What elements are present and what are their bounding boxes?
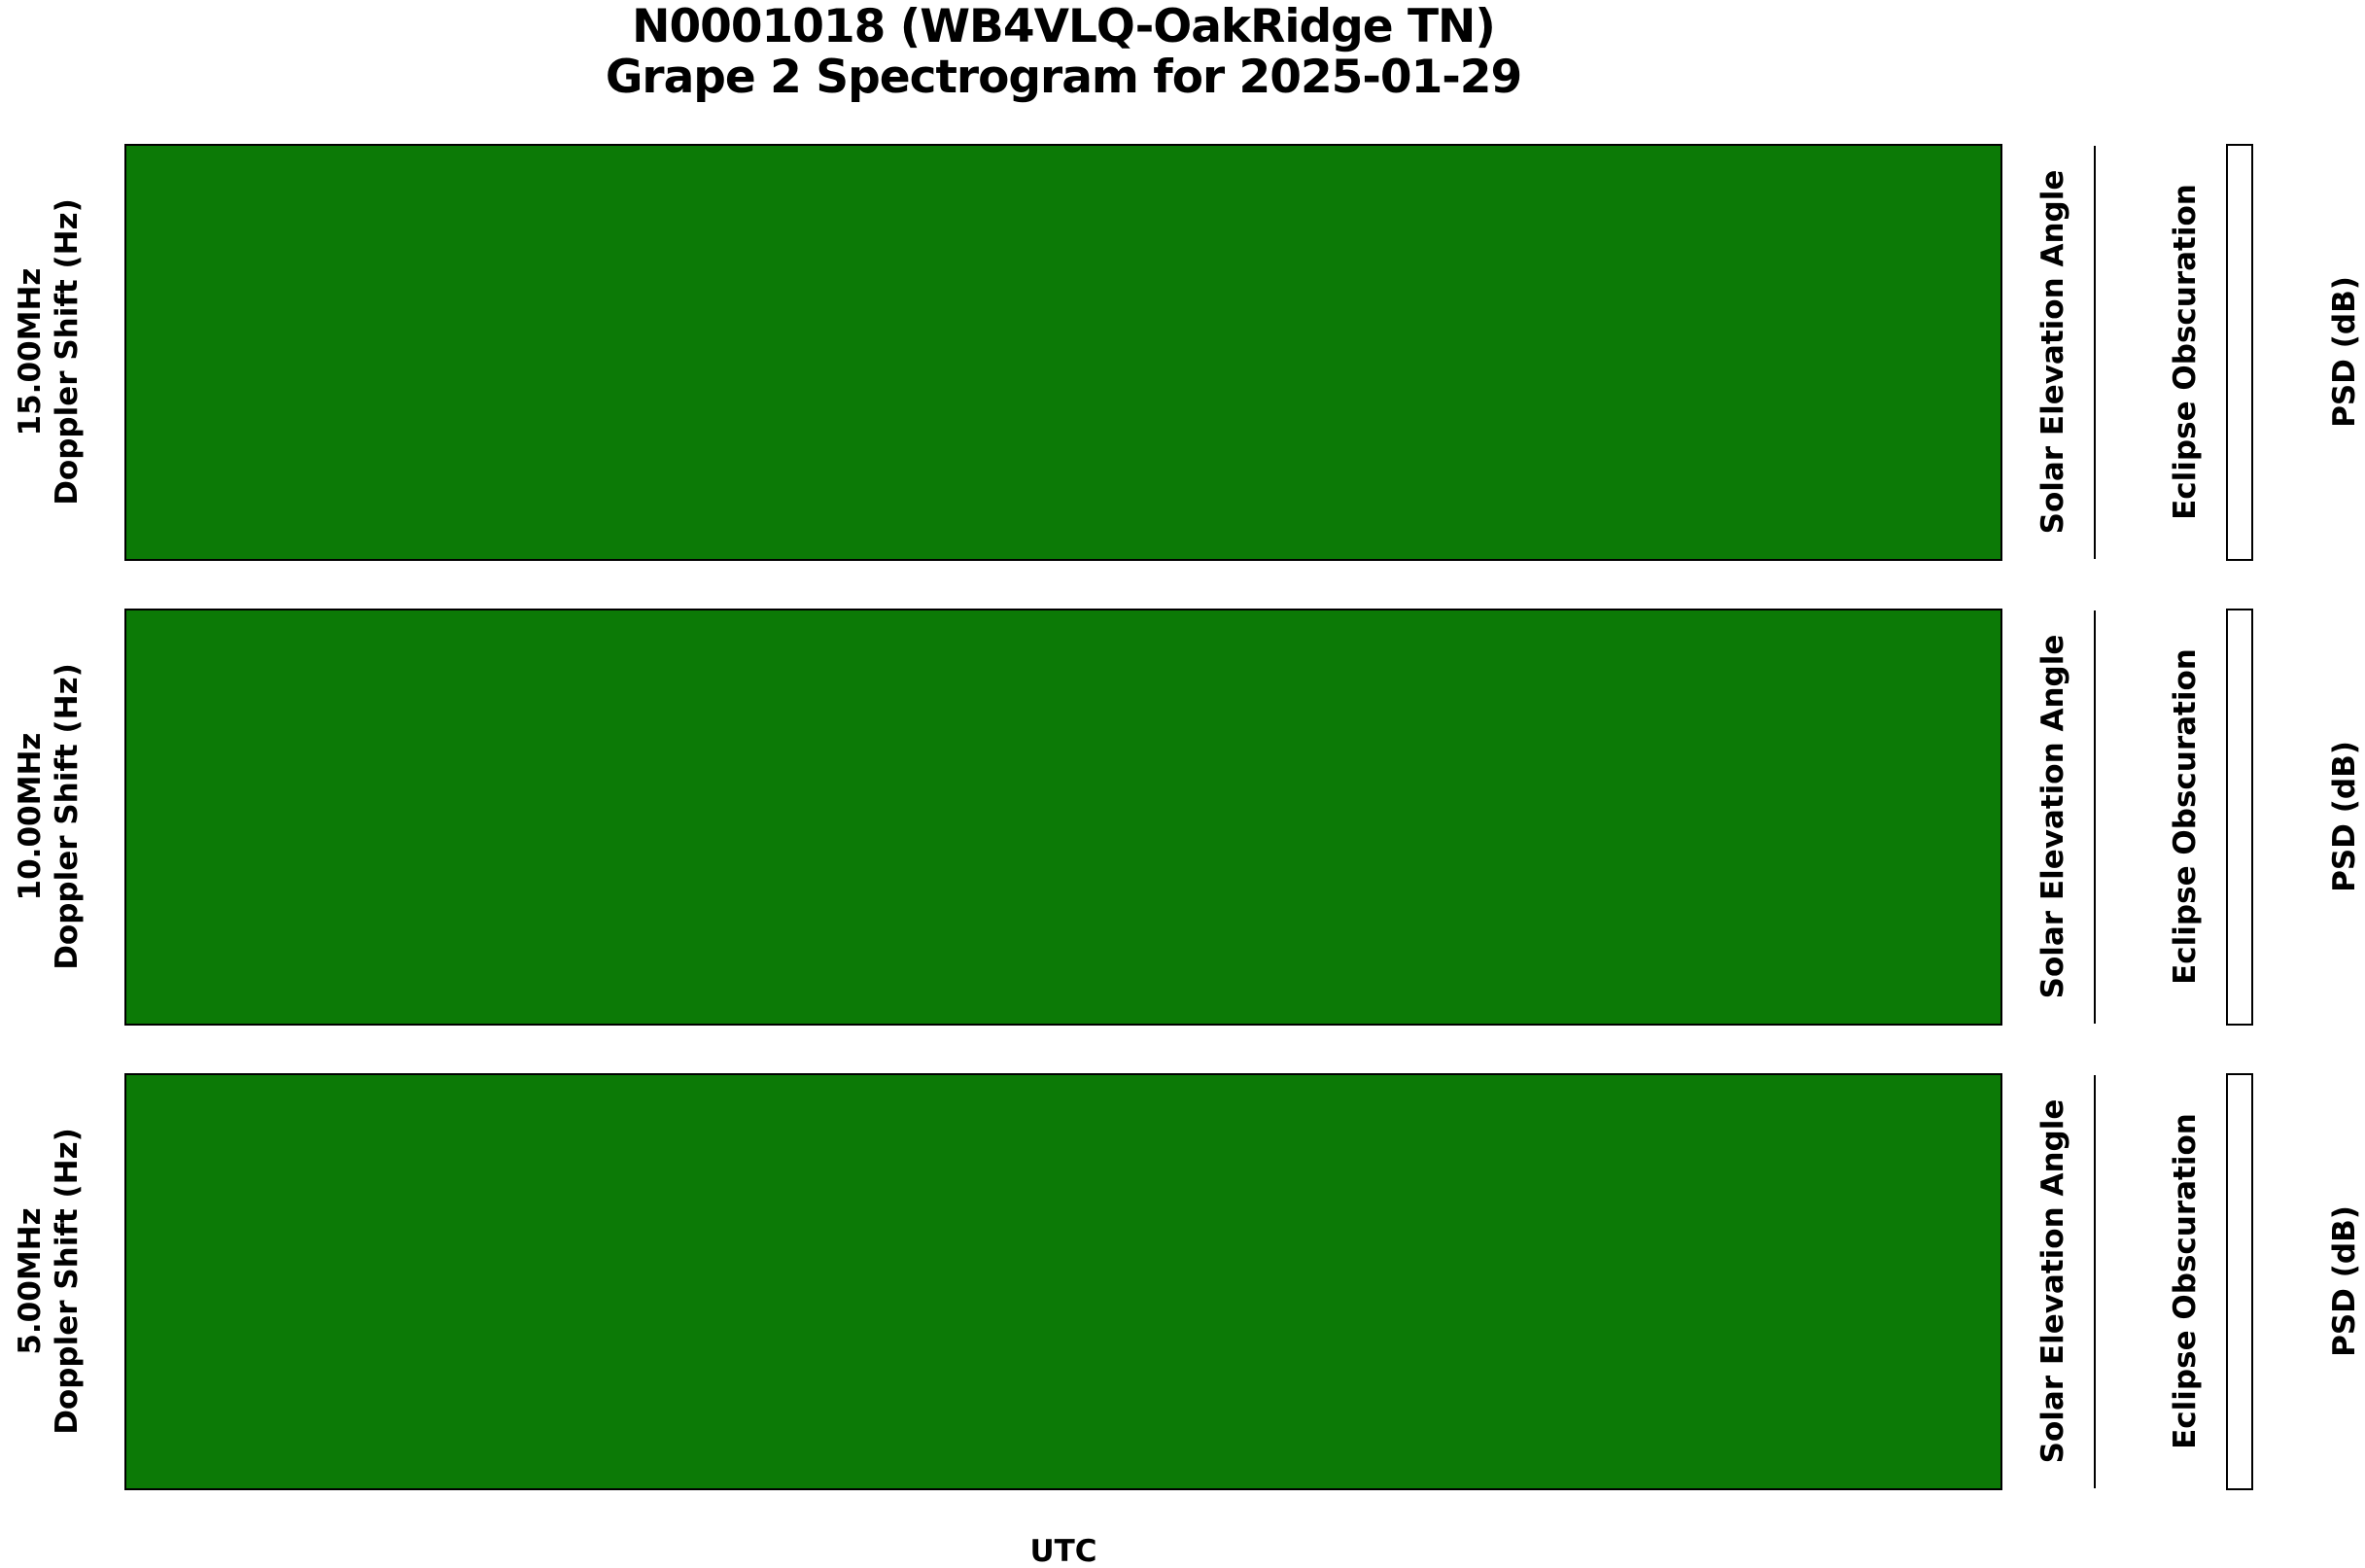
figure-title-line1: N0001018 (WB4VLQ-OakRidge TN)	[632, 0, 1496, 53]
psd-colorbar-gradient	[2228, 610, 2251, 1024]
spectrogram-panel-15mhz	[124, 144, 2002, 561]
psd-colorbar-gradient	[2228, 1075, 2251, 1488]
psd-colorbar	[2226, 144, 2253, 561]
spectrogram-canvas-5mhz	[126, 1075, 2000, 1488]
doppler-shift-label: Doppler Shift (Hz)	[50, 198, 85, 505]
solar-elevation-axis-label: Solar Elevation Angle	[2035, 169, 2070, 535]
freq-label-15mhz: 15.00MHz	[13, 267, 48, 436]
psd-colorbar	[2226, 609, 2253, 1026]
doppler-shift-label: Doppler Shift (Hz)	[50, 663, 85, 970]
x-axis-label: UTC	[1029, 1534, 1097, 1568]
psd-colorbar-label: PSD (dB)	[2327, 276, 2362, 428]
psd-colorbar-label: PSD (dB)	[2327, 1205, 2362, 1357]
eclipse-obscuration-axis-label: Eclipse Obscuration	[2168, 184, 2203, 520]
solar-elevation-axis-label: Solar Elevation Angle	[2035, 1098, 2070, 1464]
psd-colorbar-label: PSD (dB)	[2327, 741, 2362, 892]
doppler-shift-label: Doppler Shift (Hz)	[50, 1128, 85, 1435]
y-axis-label-5mhz: 5.00MHz Doppler Shift (Hz)	[12, 1128, 86, 1435]
freq-label-10mhz: 10.00MHz	[13, 732, 48, 901]
eclipse-axis-spine	[2094, 146, 2096, 559]
eclipse-obscuration-axis-label: Eclipse Obscuration	[2168, 648, 2203, 985]
eclipse-obscuration-axis-label: Eclipse Obscuration	[2168, 1113, 2203, 1449]
y-axis-label-15mhz: 15.00MHz Doppler Shift (Hz)	[12, 198, 86, 505]
figure-title-line2: Grape 2 Spectrogram for 2025-01-29	[605, 51, 1522, 104]
eclipse-axis-spine	[2094, 610, 2096, 1024]
spectrogram-panel-5mhz	[124, 1073, 2002, 1490]
spectrogram-canvas-10mhz	[126, 610, 2000, 1024]
freq-label-5mhz: 5.00MHz	[13, 1207, 48, 1355]
spectrogram-panel-10mhz	[124, 609, 2002, 1026]
spectrogram-canvas-15mhz	[126, 146, 2000, 559]
solar-elevation-axis-label: Solar Elevation Angle	[2035, 634, 2070, 999]
y-axis-label-10mhz: 10.00MHz Doppler Shift (Hz)	[12, 663, 86, 970]
psd-colorbar	[2226, 1073, 2253, 1490]
psd-colorbar-gradient	[2228, 146, 2251, 559]
eclipse-axis-spine	[2094, 1075, 2096, 1488]
